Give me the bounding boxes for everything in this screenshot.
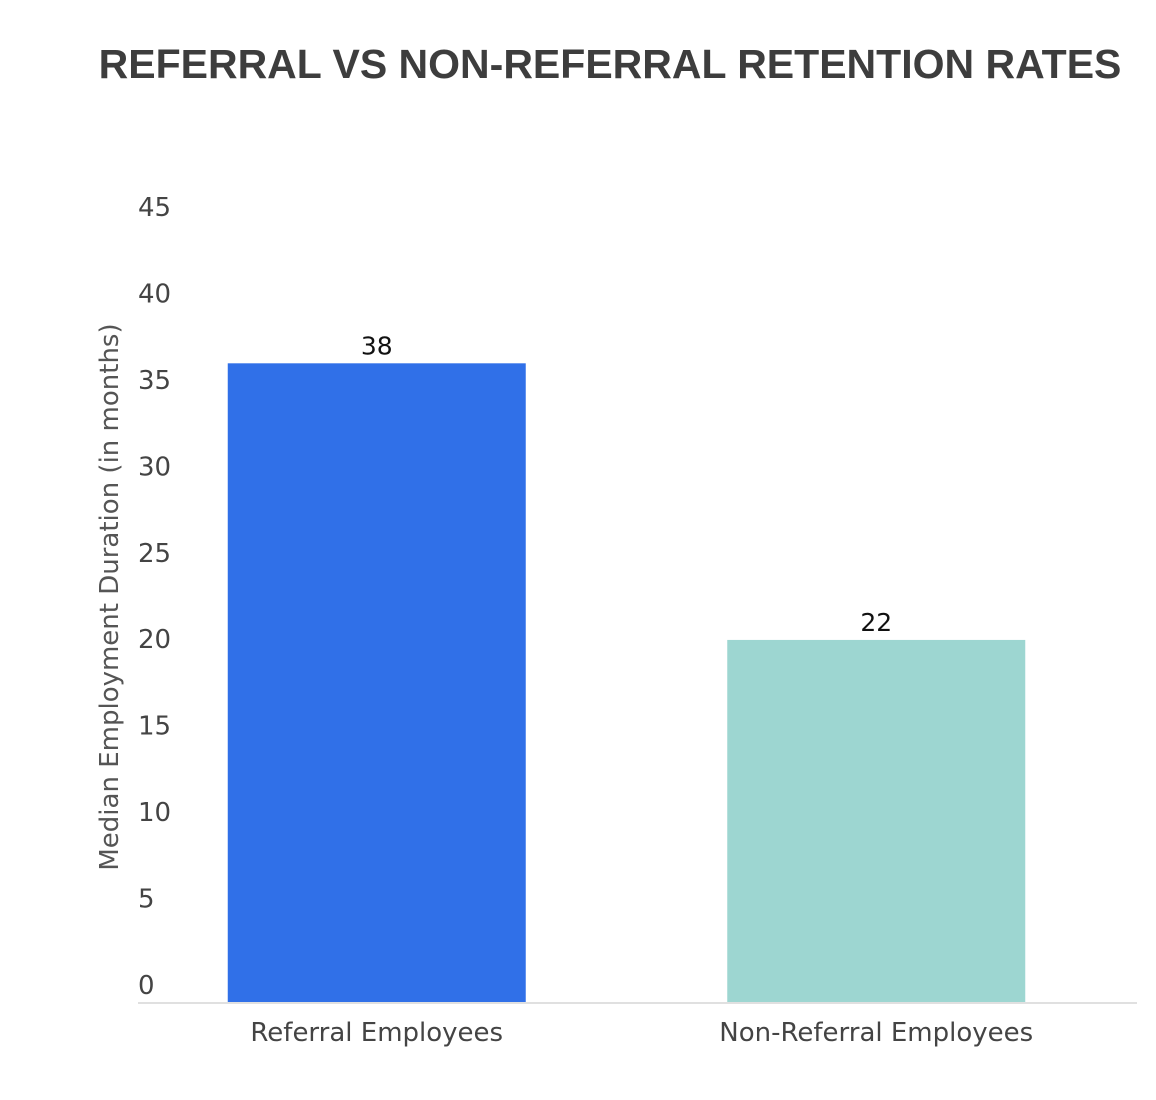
y-tick-label: 0 xyxy=(138,971,155,1001)
y-tick-label: 25 xyxy=(138,539,171,569)
y-axis-ticks: 0 5 10 15 20 25 30 35 40 45 xyxy=(138,193,171,1001)
chart-title: REFERRAL VS NON-REFERRAL RETENTION RATES xyxy=(99,41,1122,87)
y-tick-label: 35 xyxy=(138,366,171,396)
y-tick-label: 40 xyxy=(138,279,171,309)
data-label: 38 xyxy=(361,331,393,360)
bar xyxy=(727,639,1026,1003)
y-tick-label: 45 xyxy=(138,193,171,223)
data-label: 22 xyxy=(860,608,892,637)
y-axis-label: Median Employment Duration (in months) xyxy=(95,323,125,870)
bars xyxy=(227,363,1026,1003)
y-tick-label: 30 xyxy=(138,452,171,482)
bar xyxy=(227,363,526,1003)
data-labels: 38 22 xyxy=(361,331,892,637)
x-tick-label: Referral Employees xyxy=(250,1018,503,1048)
x-tick-label: Non-Referral Employees xyxy=(719,1018,1033,1048)
y-tick-label: 20 xyxy=(138,625,171,655)
y-tick-label: 5 xyxy=(138,885,155,915)
y-tick-label: 10 xyxy=(138,798,171,828)
y-tick-label: 15 xyxy=(138,712,171,742)
x-axis-category-labels: Referral Employees Non-Referral Employees xyxy=(250,1018,1033,1048)
